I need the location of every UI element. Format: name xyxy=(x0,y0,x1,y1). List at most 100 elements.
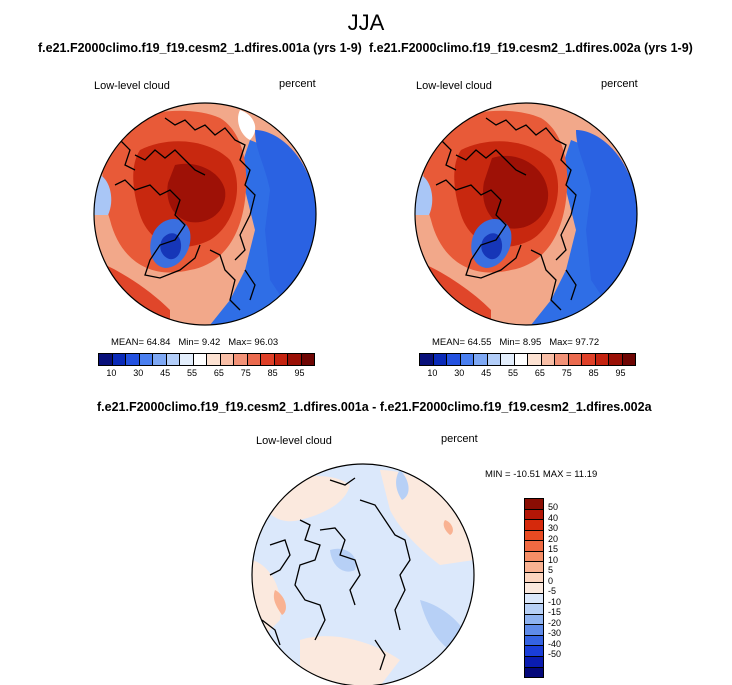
colorbar-tick-label: 30 xyxy=(454,368,465,378)
panel-2-stats: MEAN= 64.55 Min= 8.95 Max= 97.72 xyxy=(432,337,600,348)
colorbar-swatch xyxy=(528,354,542,365)
panel-2-units-label: percent xyxy=(601,78,638,90)
colorbar-swatch xyxy=(541,354,555,365)
colorbar-tick-label: 75 xyxy=(561,368,572,378)
colorbar-swatch xyxy=(525,562,543,573)
colorbar-tick-label: -20 xyxy=(548,617,562,628)
colorbar-tick-label: 95 xyxy=(294,368,305,378)
colorbar-tick-label: 55 xyxy=(187,368,198,378)
colorbar-swatch xyxy=(568,354,582,365)
colorbar-tick-label: 30 xyxy=(548,523,559,534)
panel-2-title: f.e21.F2000climo.f19_f19.cesm2_1.dfires.… xyxy=(369,41,693,55)
colorbar-tick-label: 10 xyxy=(548,554,559,565)
colorbar-swatch xyxy=(99,354,113,365)
colorbar-swatch xyxy=(622,354,635,365)
panel-1-colorbar xyxy=(98,353,315,366)
colorbar-tick-label: 30 xyxy=(133,368,144,378)
panel-1-max: 96.03 xyxy=(254,337,279,348)
colorbar-tick-label: -50 xyxy=(548,649,562,660)
colorbar-tick-label: 55 xyxy=(508,368,519,378)
colorbar-swatch xyxy=(582,354,596,365)
colorbar-swatch xyxy=(193,354,207,365)
panel-1-min: 9.42 xyxy=(201,337,221,348)
colorbar-tick-label: 15 xyxy=(548,544,559,555)
colorbar-tick-label: 45 xyxy=(160,368,171,378)
colorbar-tick-label: -10 xyxy=(548,596,562,607)
colorbar-swatch xyxy=(609,354,623,365)
colorbar-swatch xyxy=(247,354,261,365)
colorbar-swatch xyxy=(555,354,569,365)
colorbar-swatch xyxy=(525,499,543,510)
colorbar-tick-label: 65 xyxy=(213,368,224,378)
colorbar-tick-label: 5 xyxy=(548,565,554,576)
colorbar-swatch xyxy=(487,354,501,365)
colorbar-tick-label: 45 xyxy=(481,368,492,378)
panel-1-units-label: percent xyxy=(279,78,316,90)
colorbar-swatch xyxy=(301,354,314,365)
colorbar-tick-label: 10 xyxy=(106,368,117,378)
colorbar-swatch xyxy=(525,530,543,542)
colorbar-swatch xyxy=(447,354,461,365)
colorbar-swatch xyxy=(525,541,543,552)
panel-2-mean: 64.55 xyxy=(467,337,492,348)
colorbar-swatch xyxy=(525,614,543,626)
colorbar-swatch xyxy=(166,354,180,365)
colorbar-tick-label: -5 xyxy=(548,586,557,597)
colorbar-tick-label: 0 xyxy=(548,575,554,586)
colorbar-swatch xyxy=(433,354,447,365)
colorbar-swatch xyxy=(112,354,126,365)
colorbar-swatch xyxy=(525,667,543,678)
colorbar-swatch xyxy=(234,354,248,365)
colorbar-tick-label: 40 xyxy=(548,512,559,523)
figure-title: JJA xyxy=(347,10,385,35)
colorbar-swatch xyxy=(595,354,609,365)
colorbar-tick-label: 10 xyxy=(427,368,438,378)
colorbar-tick-label: 95 xyxy=(615,368,626,378)
colorbar-swatch xyxy=(220,354,234,365)
colorbar-tick-label: -15 xyxy=(548,607,562,618)
panel-1-title: f.e21.F2000climo.f19_f19.cesm2_1.dfires.… xyxy=(38,41,362,55)
panel-1-variable-label: Low-level cloud xyxy=(94,80,170,92)
colorbar-tick-label: 75 xyxy=(240,368,251,378)
diff-panel-title: f.e21.F2000climo.f19_f19.cesm2_1.dfires.… xyxy=(97,400,652,414)
colorbar-swatch xyxy=(525,593,543,605)
colorbar-swatch xyxy=(126,354,140,365)
panel-2-max: 97.72 xyxy=(575,337,600,348)
diff-panel-minmax: MIN = -10.51 MAX = 11.19 xyxy=(485,469,598,480)
colorbar-swatch xyxy=(525,635,543,647)
colorbar-swatch xyxy=(525,551,543,563)
colorbar-tick-label: 50 xyxy=(548,502,559,513)
panel-2-variable-label: Low-level cloud xyxy=(416,80,492,92)
colorbar-swatch xyxy=(525,583,543,594)
panel-2-min: 8.95 xyxy=(522,337,542,348)
colorbar-swatch xyxy=(525,509,543,521)
colorbar-tick-label: -30 xyxy=(548,628,562,639)
diff-panel-units-label: percent xyxy=(441,433,478,445)
colorbar-swatch xyxy=(525,520,543,531)
colorbar-swatch xyxy=(474,354,488,365)
colorbar-swatch xyxy=(525,572,543,584)
colorbar-swatch xyxy=(139,354,153,365)
panel-1-mean: 64.84 xyxy=(146,337,171,348)
colorbar-tick-label: 85 xyxy=(588,368,599,378)
colorbar-tick-label: 65 xyxy=(534,368,545,378)
colorbar-swatch xyxy=(460,354,474,365)
colorbar-swatch xyxy=(274,354,288,365)
colorbar-swatch xyxy=(514,354,528,365)
colorbar-swatch xyxy=(525,646,543,657)
colorbar-swatch xyxy=(153,354,167,365)
panel-2-colorbar xyxy=(419,353,636,366)
colorbar-tick-label: 20 xyxy=(548,533,559,544)
colorbar-swatch xyxy=(525,604,543,615)
colorbar-swatch xyxy=(501,354,515,365)
colorbar-swatch xyxy=(420,354,434,365)
diff-panel-variable-label: Low-level cloud xyxy=(256,435,332,447)
panel-1-stats: MEAN= 64.84 Min= 9.42 Max= 96.03 xyxy=(111,337,279,348)
colorbar-swatch xyxy=(207,354,221,365)
colorbar-swatch xyxy=(180,354,194,365)
diff-colorbar xyxy=(524,498,544,678)
colorbar-swatch xyxy=(525,625,543,636)
colorbar-tick-label: -40 xyxy=(548,638,562,649)
colorbar-tick-label: 85 xyxy=(267,368,278,378)
